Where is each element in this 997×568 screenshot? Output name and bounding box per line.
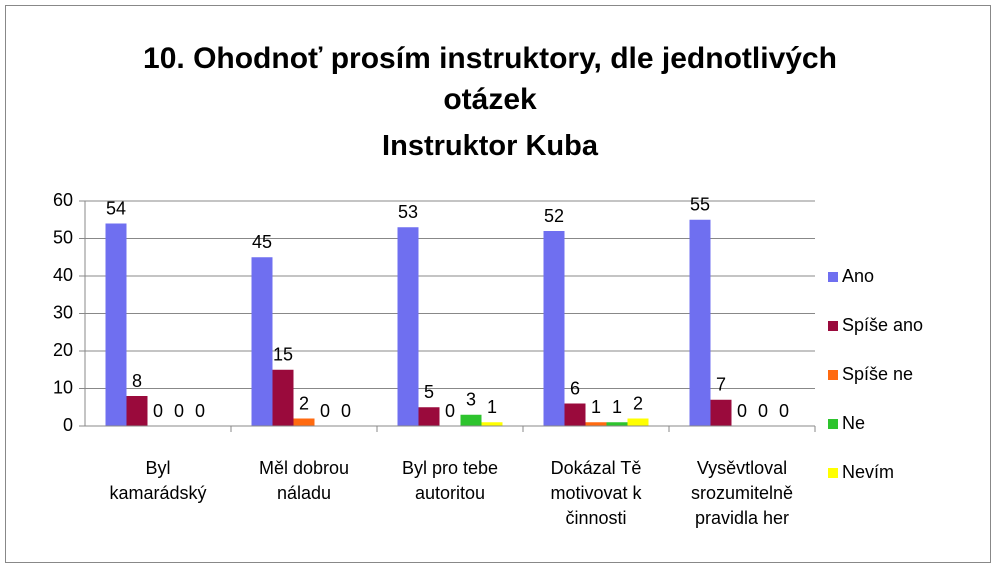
legend-swatch	[828, 419, 838, 429]
chart-subtitle: Instruktor Kuba	[382, 130, 598, 162]
data-label: 45	[252, 232, 272, 252]
legend-swatch	[828, 370, 838, 380]
legend-swatch	[828, 272, 838, 282]
y-tick-label: 20	[53, 340, 73, 360]
legend-label: Spíše ne	[842, 364, 913, 384]
bar	[272, 369, 294, 426]
bar	[293, 418, 315, 426]
data-label: 54	[106, 198, 126, 218]
legend-swatch	[828, 468, 838, 478]
data-label: 0	[341, 401, 351, 421]
y-tick-label: 40	[53, 265, 73, 285]
bar	[606, 422, 628, 426]
data-label: 0	[737, 401, 747, 421]
legend-label: Nevím	[842, 462, 894, 482]
bar	[418, 407, 440, 426]
bar	[564, 403, 586, 426]
y-tick-label: 60	[53, 190, 73, 210]
x-tick-label: Byl pro tebe autoritou	[401, 458, 499, 503]
y-tick-label: 0	[63, 415, 73, 435]
data-label: 5	[424, 382, 434, 402]
chart-title: 10. Ohodnoť prosím instruktory, dle jedn…	[143, 42, 837, 116]
bar	[689, 219, 711, 426]
data-label: 0	[153, 401, 163, 421]
x-tick-label: Vysěvtloval srozumitelně pravidla her	[690, 458, 794, 528]
legend-label: Spíše ano	[842, 315, 923, 335]
data-label: 8	[132, 371, 142, 391]
data-label: 15	[273, 345, 293, 365]
legend-swatch	[828, 321, 838, 331]
data-label: 7	[716, 375, 726, 395]
data-label: 2	[299, 393, 309, 413]
bar	[481, 422, 503, 426]
x-tick-label: Byl kamarádský	[109, 458, 207, 503]
legend-label: Ne	[842, 413, 865, 433]
data-label: 6	[570, 378, 580, 398]
data-label: 0	[174, 401, 184, 421]
bar	[543, 231, 565, 426]
bar	[126, 396, 148, 426]
legend-label: Ano	[842, 266, 874, 286]
data-label: 0	[758, 401, 768, 421]
data-label: 55	[690, 195, 710, 215]
y-tick-label: 50	[53, 227, 73, 247]
x-tick-label: Dokázal Tě motivovat k činnosti	[550, 458, 642, 528]
data-label: 0	[445, 401, 455, 421]
data-label: 1	[612, 397, 622, 417]
bar	[627, 418, 649, 426]
bar	[460, 414, 482, 426]
frame	[5, 5, 991, 563]
bar	[585, 422, 607, 426]
data-label: 53	[398, 202, 418, 222]
data-label: 52	[544, 206, 564, 226]
data-label: 1	[591, 397, 601, 417]
data-label: 0	[779, 401, 789, 421]
data-label: 2	[633, 393, 643, 413]
bar	[105, 223, 127, 426]
data-label: 3	[466, 390, 476, 410]
bar	[397, 227, 419, 426]
data-label: 0	[320, 401, 330, 421]
y-tick-label: 30	[53, 302, 73, 322]
y-tick-label: 10	[53, 377, 73, 397]
data-label: 0	[195, 401, 205, 421]
bar	[251, 257, 273, 426]
bar	[710, 399, 732, 426]
x-tick-label: Měl dobrou náladu	[258, 458, 350, 503]
data-label: 1	[487, 397, 497, 417]
